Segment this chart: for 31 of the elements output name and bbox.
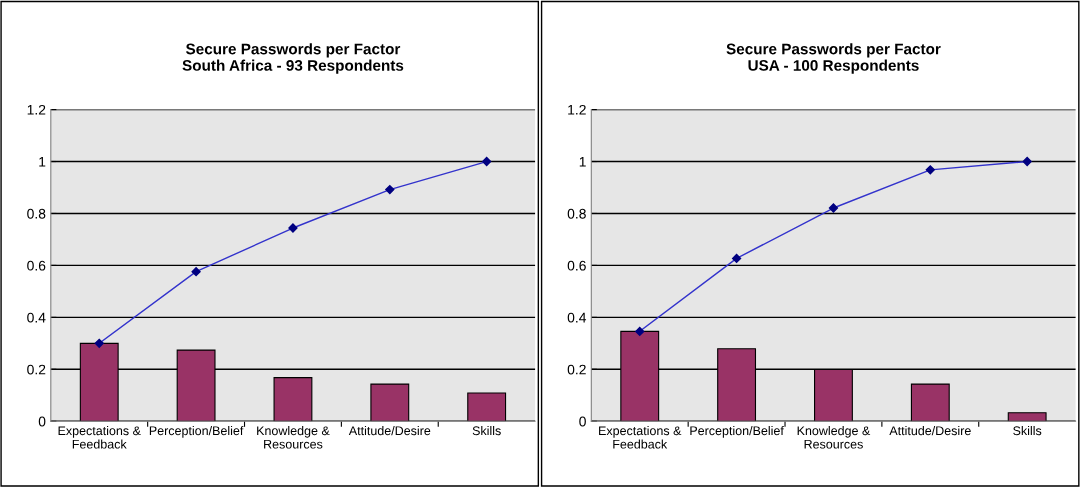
x-tick-label: Skills [1013,425,1042,436]
chart-title: Secure Passwords per Factor South Africa - 93 Respondents [182,43,404,74]
y-tick-label: 1.2 [27,104,46,115]
bar [273,377,313,422]
y-tick-label: 0.4 [567,312,587,323]
y-tick-label: 1 [39,157,46,167]
y-tick-label: 0.4 [27,312,46,323]
x-tick-label: Perception/Belief [690,425,784,438]
y-tick-label: 0 [579,416,586,427]
x-tick-label: Attitude/Desire [348,425,431,436]
bar [370,383,410,422]
y-tick-label: 0.6 [27,260,46,271]
x-tick-label: Perception/Belief [149,425,244,438]
bar [467,392,507,422]
y-tick-label: 1 [579,157,586,167]
y-tick-label: 1.2 [568,104,586,115]
x-tick-label: Skills [472,425,501,436]
y-tick-label: 0 [38,416,46,427]
bar [1007,412,1047,422]
y-tick-label: 0.6 [567,260,586,271]
bar [910,383,950,422]
x-tick-label: Expectations & Feedback [58,425,141,449]
x-tick-label: Attitude/Desire [889,425,971,436]
x-tick-label: Knowledge & Resources [257,425,330,449]
y-tick-label: 0.8 [27,208,46,219]
chart-title: Secure Passwords per Factor USA - 100 Respondents [726,43,941,74]
y-tick-label: 0.8 [567,208,586,219]
x-tick-label: Knowledge & Resources [797,425,871,449]
x-tick-label: Expectations & Feedback [599,425,682,449]
y-tick-label: 0.2 [567,364,586,375]
y-tick-label: 0.2 [27,364,46,375]
